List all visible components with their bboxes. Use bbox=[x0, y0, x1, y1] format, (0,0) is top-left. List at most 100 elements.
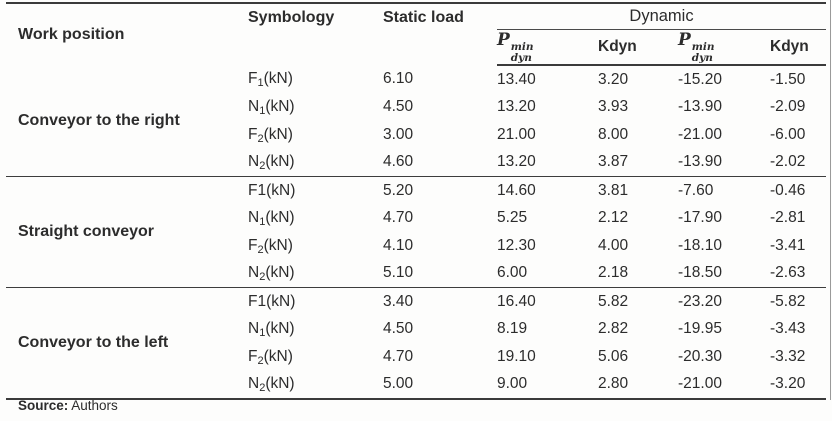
table-row: F2(kN) 3.00 21.00 8.00 -21.00 -6.00 bbox=[6, 121, 826, 149]
static-load-value: 5.10 bbox=[383, 264, 414, 282]
dynamic-value-2: 5.06 bbox=[598, 347, 629, 365]
page-scan-edge-line bbox=[830, 0, 831, 400]
dynamic-value-3: -17.90 bbox=[678, 209, 722, 227]
symbology-cell: F1(kN) bbox=[248, 287, 383, 316]
work-position-cell: Conveyor to the right bbox=[18, 111, 180, 129]
symbology-cell: F2(kN) bbox=[248, 125, 293, 145]
column-header-kdyn-2: Kdyn bbox=[770, 29, 826, 67]
dynamic-value-2: 3.20 bbox=[598, 70, 629, 88]
dynamic-value-4: -0.46 bbox=[770, 176, 826, 205]
dynamic-value-4: -1.50 bbox=[770, 70, 806, 88]
table-row: Conveyor to the left F1(kN) 3.40 16.40 5.82-… bbox=[6, 287, 826, 400]
dynamic-value-4: -3.43 bbox=[770, 320, 806, 338]
source-label: Source: bbox=[18, 398, 69, 413]
dynamic-value-1: 6.00 bbox=[497, 264, 528, 282]
table-row: N1(kN) 4.70 5.25 2.12 -17.90 -2.81 bbox=[6, 205, 826, 233]
load-results-table: Work position Symbology Static load Dyna… bbox=[6, 1, 826, 401]
symbology-cell: N2(kN) bbox=[248, 153, 295, 173]
static-load-value: 4.50 bbox=[383, 320, 414, 338]
dynamic-value-4: -3.32 bbox=[770, 347, 806, 365]
dynamic-value-2: 2.18 bbox=[598, 264, 629, 282]
table-row: N2(kN) 4.60 13.20 3.87 -13.90 -2.02 bbox=[6, 149, 826, 177]
table-row: Straight conveyor F1(kN) 5.20 14.60 3.81 -7.6… bbox=[6, 176, 826, 288]
dynamic-value-2: 2.82 bbox=[598, 320, 629, 338]
dynamic-value-1: 8.19 bbox=[497, 320, 528, 338]
table-row: Conveyor to the right F1(kN) 6.10 13.40 3.20… bbox=[6, 65, 826, 128]
table-header: Work position Symbology Static load Dyna… bbox=[6, 1, 826, 67]
column-header-kdyn-1: Kdyn bbox=[598, 29, 678, 67]
dynamic-value-4: -2.02 bbox=[770, 153, 806, 171]
static-load-value: 4.50 bbox=[383, 98, 414, 116]
dynamic-value-2: 3.81 bbox=[598, 176, 678, 205]
table-row: N2(kN) 5.00 9.00 2.80 -21.00 -3.20 bbox=[6, 371, 826, 400]
dynamic-value-2: 2.80 bbox=[598, 375, 629, 393]
static-load-value: 4.60 bbox=[383, 153, 414, 171]
dynamic-value-1: 13.20 bbox=[497, 153, 536, 171]
dynamic-value-3: -7.60 bbox=[678, 176, 770, 205]
work-position-cell: Conveyor to the left bbox=[6, 287, 248, 400]
symbology-cell: N2(kN) bbox=[248, 264, 295, 284]
symbology-cell: N1(kN) bbox=[248, 320, 295, 340]
symbology-cell: F2(kN) bbox=[248, 236, 293, 256]
dynamic-value-2: 4.00 bbox=[598, 236, 629, 254]
static-load-value: 3.40 bbox=[383, 287, 497, 316]
dynamic-value-1: 13.20 bbox=[497, 98, 536, 116]
table-row: N1(kN) 4.50 8.19 2.82 -19.95 -3.43 bbox=[6, 316, 826, 344]
dynamic-value-4: -2.81 bbox=[770, 209, 806, 227]
dynamic-value-2: 3.87 bbox=[598, 153, 629, 171]
dynamic-value-1: 13.40 bbox=[497, 70, 536, 88]
table-row: F2(kN) 4.70 19.10 5.06 -20.30 -3.32 bbox=[6, 343, 826, 371]
static-load-value: 4.70 bbox=[383, 209, 414, 227]
dynamic-value-3: -18.10 bbox=[678, 236, 722, 254]
dynamic-value-4: -2.09 bbox=[770, 98, 806, 116]
static-load-value: 4.10 bbox=[383, 236, 414, 254]
column-header-dynamic: Dynamic bbox=[497, 2, 826, 30]
dynamic-value-1: 9.00 bbox=[497, 375, 528, 393]
symbology-cell: F1(kN) bbox=[248, 70, 293, 90]
dynamic-value-3: -13.90 bbox=[678, 153, 722, 171]
dynamic-value-3: -21.00 bbox=[678, 125, 722, 143]
column-header-symbology: Symbology bbox=[248, 1, 383, 66]
symbology-cell: F1(kN) bbox=[248, 176, 383, 205]
dynamic-value-3: -23.20 bbox=[678, 287, 770, 316]
table-row: N1(kN) 4.50 13.20 3.93 -13.90 -2.09 bbox=[6, 94, 826, 122]
dynamic-value-4: -3.20 bbox=[770, 375, 806, 393]
table-row: N2(kN) 5.10 6.00 2.18 -18.50 -2.63 bbox=[6, 260, 826, 288]
dynamic-value-4: -6.00 bbox=[770, 125, 806, 143]
dynamic-value-1: 5.25 bbox=[497, 209, 528, 227]
dynamic-value-1: 19.10 bbox=[497, 347, 536, 365]
dynamic-value-2: 3.93 bbox=[598, 98, 629, 116]
symbology-cell: F2(kN) bbox=[248, 347, 293, 367]
symbology-cell: N2(kN) bbox=[248, 375, 295, 395]
dynamic-value-4: -5.82 bbox=[770, 287, 826, 316]
source-note: Source: Authors bbox=[18, 398, 118, 413]
column-header-static-load: Static load bbox=[383, 1, 497, 66]
symbology-cell: N1(kN) bbox=[248, 209, 295, 229]
static-load-value: 4.70 bbox=[383, 347, 414, 365]
dynamic-value-2: 8.00 bbox=[598, 125, 629, 143]
dynamic-value-1: 21.00 bbox=[497, 125, 536, 143]
dynamic-value-4: -3.41 bbox=[770, 236, 806, 254]
dynamic-value-1: 14.60 bbox=[497, 176, 598, 205]
dynamic-value-3: -20.30 bbox=[678, 347, 722, 365]
table-body: Conveyor to the right F1(kN) 6.10 13.40 3.20… bbox=[6, 65, 826, 400]
static-load-value: 6.10 bbox=[383, 70, 414, 88]
symbology-cell: N1(kN) bbox=[248, 98, 295, 118]
source-value: Authors bbox=[71, 398, 118, 413]
static-load-value: 5.00 bbox=[383, 375, 414, 393]
dynamic-value-1: 16.40 bbox=[497, 287, 598, 316]
dynamic-value-3: -19.95 bbox=[678, 320, 722, 338]
column-header-work-position: Work position bbox=[6, 1, 248, 66]
dynamic-value-3: -18.50 bbox=[678, 264, 722, 282]
table-row: F2(kN) 4.10 12.30 4.00 -18.10 -3.41 bbox=[6, 232, 826, 260]
dynamic-value-3: -21.00 bbox=[678, 375, 722, 393]
dynamic-value-3: -13.90 bbox=[678, 98, 722, 116]
static-load-value: 3.00 bbox=[383, 125, 414, 143]
dynamic-value-2: 5.82 bbox=[598, 287, 678, 316]
work-position-cell: Straight conveyor bbox=[6, 176, 248, 288]
